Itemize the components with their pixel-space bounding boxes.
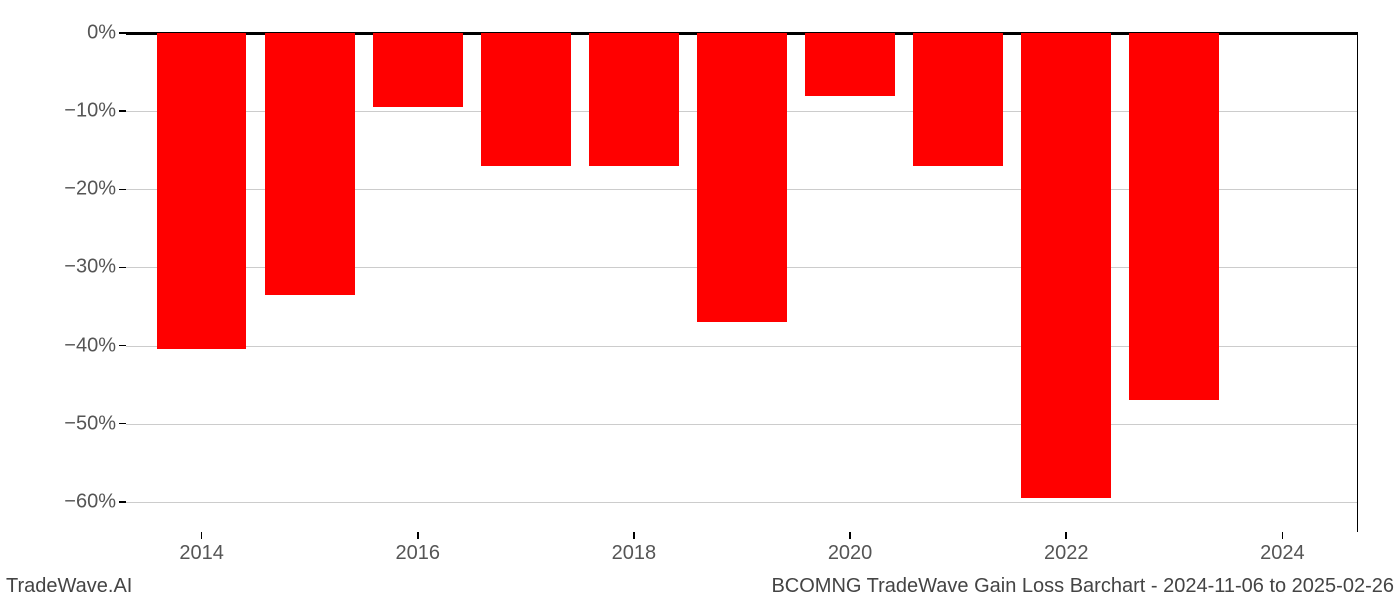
y-tick-label: 0% xyxy=(87,22,126,45)
y-tick-label: −60% xyxy=(64,490,126,513)
bar xyxy=(265,33,355,295)
x-tick-label: 2024 xyxy=(1260,532,1305,565)
bar xyxy=(697,33,787,322)
bar xyxy=(373,33,463,107)
bar xyxy=(805,33,895,96)
x-tick-label: 2022 xyxy=(1044,532,1089,565)
y-tick-label: −20% xyxy=(64,178,126,201)
y-tick-label: −10% xyxy=(64,100,126,123)
plot-area: 0%−10%−20%−30%−40%−50%−60%20142016201820… xyxy=(126,32,1358,532)
bar xyxy=(1021,33,1111,498)
bar xyxy=(481,33,571,166)
y-tick-label: −30% xyxy=(64,256,126,279)
bar xyxy=(589,33,679,166)
x-tick-label: 2016 xyxy=(396,532,441,565)
y-tick-label: −50% xyxy=(64,412,126,435)
footer-right-text: BCOMNG TradeWave Gain Loss Barchart - 20… xyxy=(771,575,1394,598)
x-tick-label: 2018 xyxy=(612,532,657,565)
y-tick-label: −40% xyxy=(64,334,126,357)
x-tick-label: 2020 xyxy=(828,532,873,565)
chart-container: { "chart": { "type": "bar", "plot": { "l… xyxy=(0,0,1400,600)
footer-left-text: TradeWave.AI xyxy=(6,575,132,598)
bar xyxy=(1129,33,1219,400)
y-grid-line xyxy=(126,424,1357,425)
bar xyxy=(913,33,1003,166)
y-grid-line xyxy=(126,502,1357,503)
x-tick-label: 2014 xyxy=(179,532,224,565)
bar xyxy=(157,33,247,349)
